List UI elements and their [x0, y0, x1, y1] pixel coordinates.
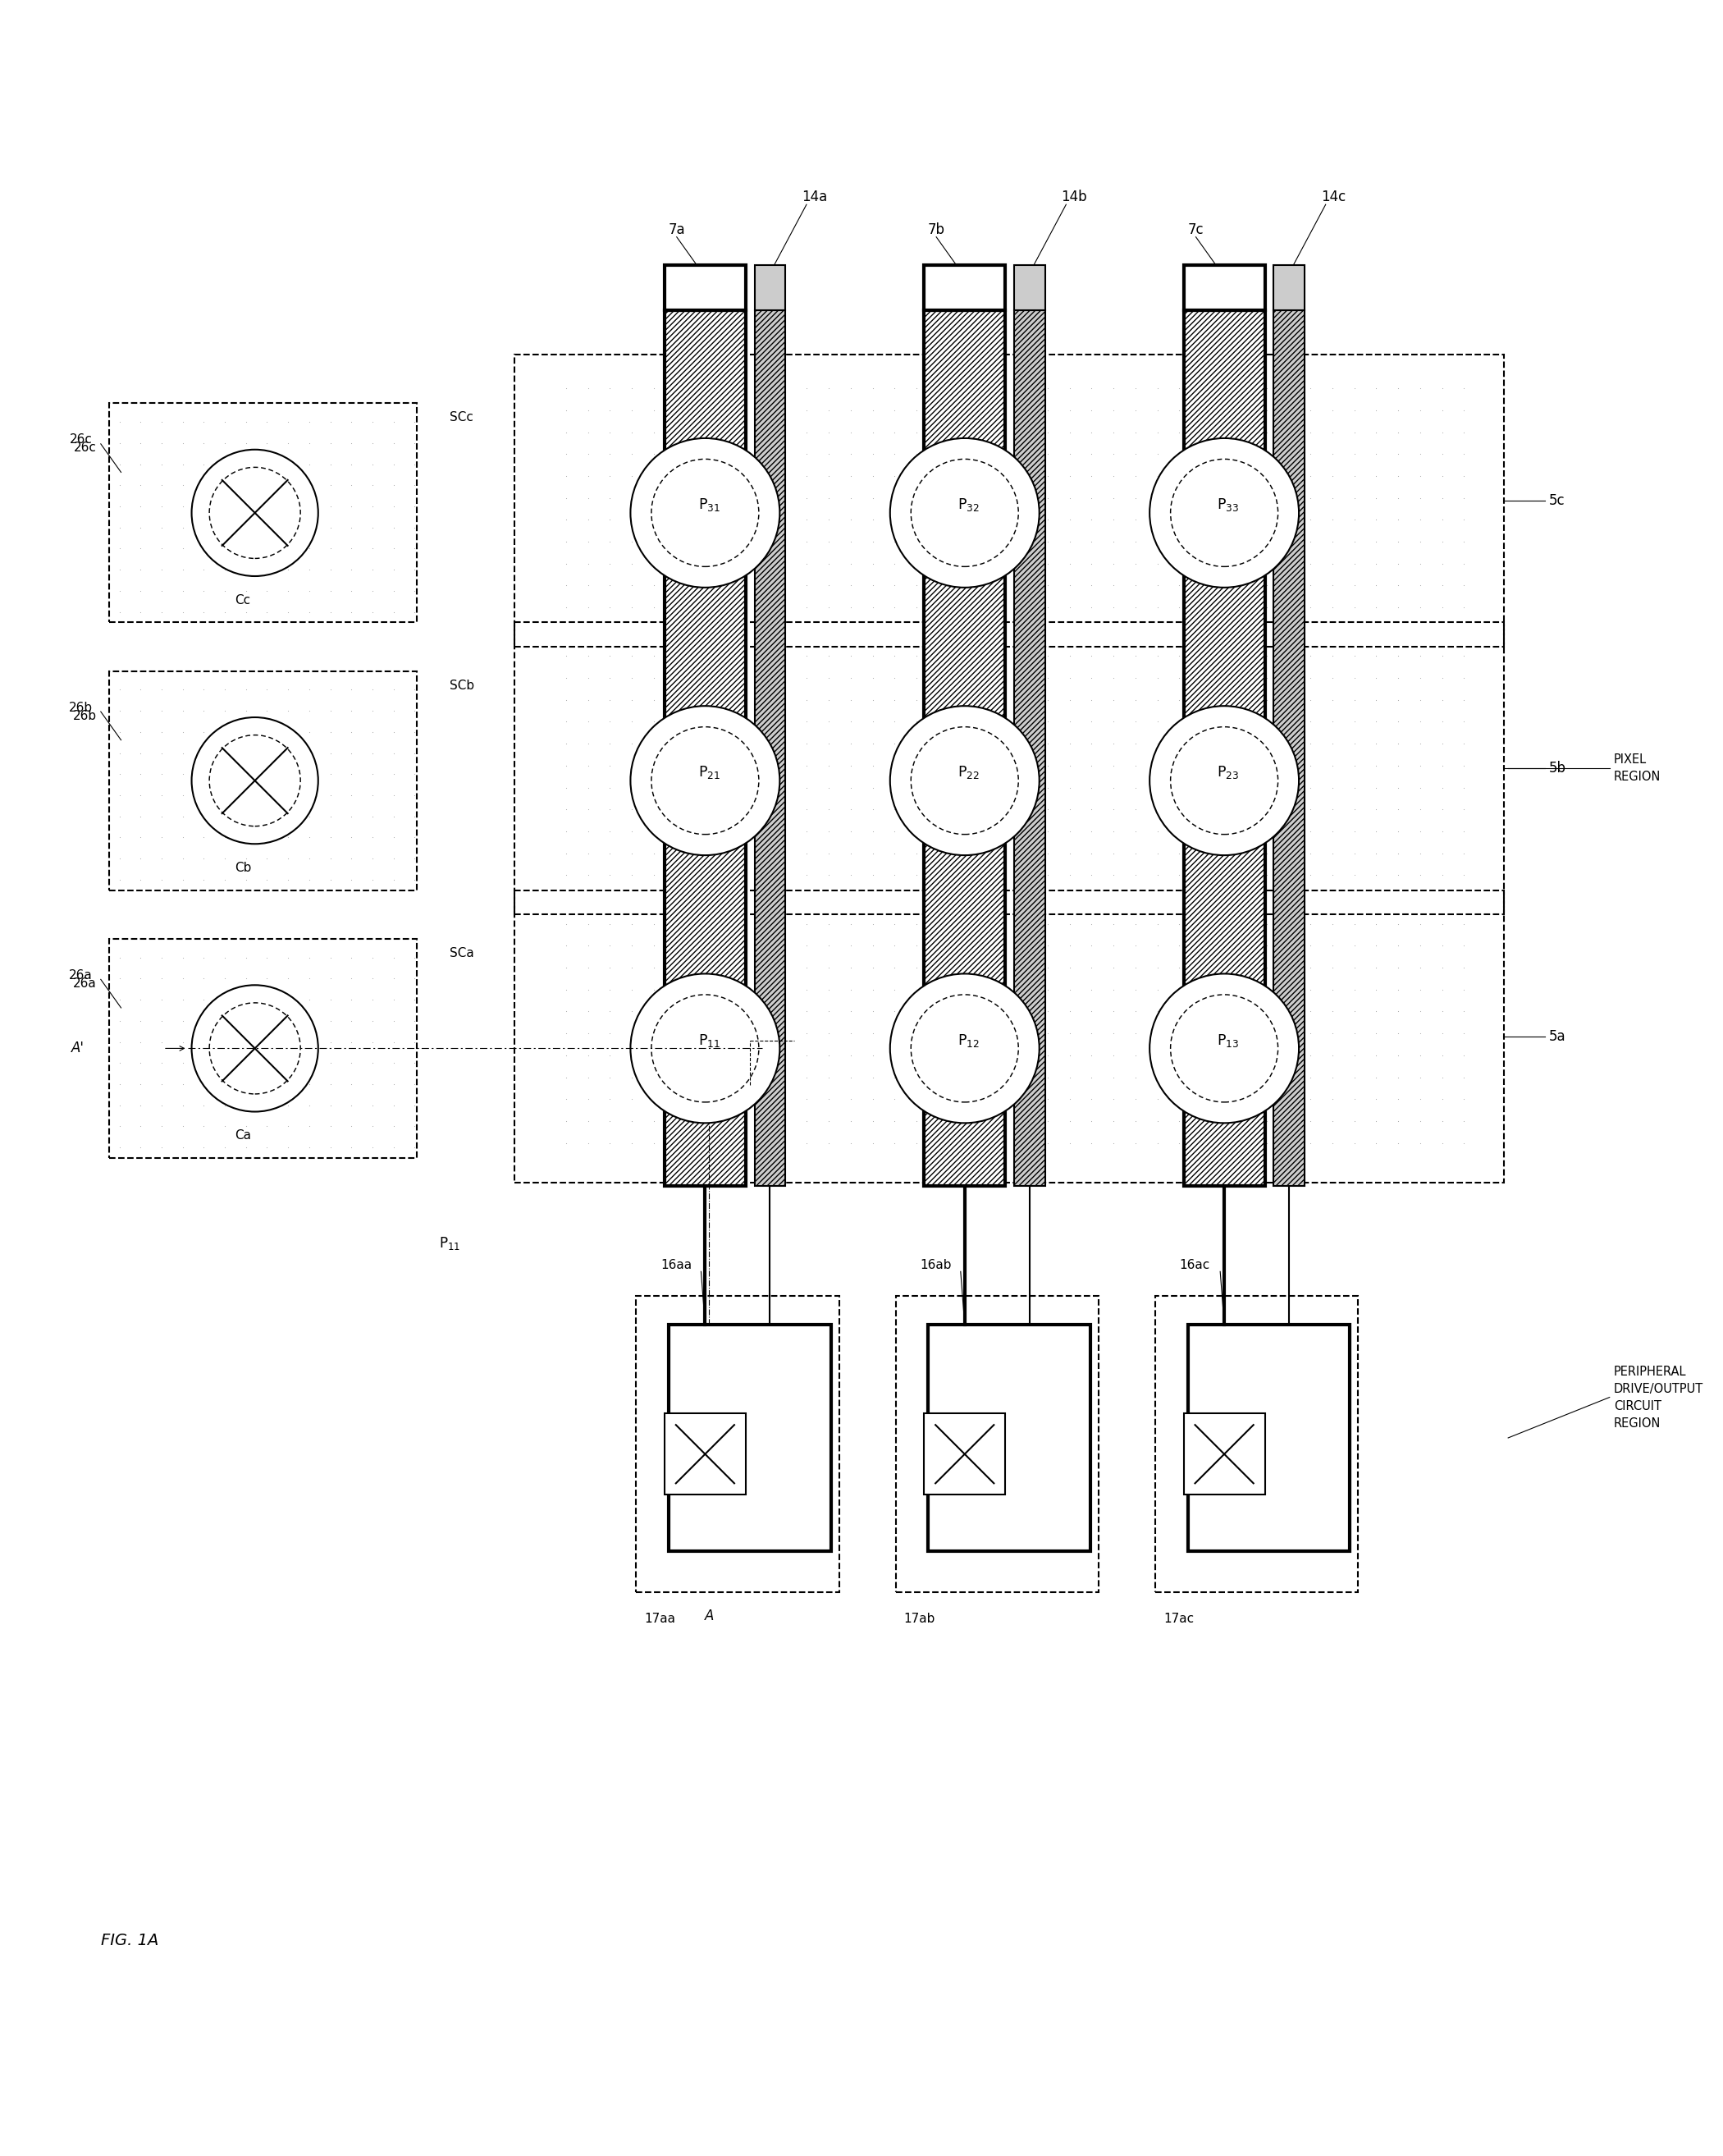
Text: P$_{22}$: P$_{22}$	[958, 763, 980, 780]
Bar	[1184, 1414, 1265, 1494]
Circle shape	[631, 705, 781, 856]
Text: P$_{12}$: P$_{12}$	[958, 1033, 980, 1048]
Text: A': A'	[71, 1041, 84, 1056]
Text: 5b: 5b	[1549, 761, 1566, 776]
Bar	[1184, 310, 1265, 1186]
Text: 26b: 26b	[69, 701, 93, 714]
Bar	[1184, 265, 1265, 310]
Circle shape	[1149, 438, 1299, 586]
Text: 7b: 7b	[927, 222, 944, 237]
Circle shape	[191, 451, 319, 576]
Text: 14b: 14b	[1061, 190, 1087, 205]
Bar	[1015, 265, 1044, 310]
Bar	[1156, 1296, 1358, 1591]
Bar	[515, 890, 1504, 1181]
Text: 26c: 26c	[74, 442, 96, 455]
Bar	[896, 1296, 1099, 1591]
Text: 26a: 26a	[72, 977, 96, 990]
Text: P$_{13}$: P$_{13}$	[1216, 1033, 1239, 1048]
Bar	[1015, 310, 1044, 1186]
Bar	[924, 310, 1005, 1186]
Text: FIG. 1A: FIG. 1A	[100, 1934, 159, 1949]
Bar	[924, 265, 1005, 310]
Text: 17ab: 17ab	[905, 1613, 936, 1626]
Text: 16ac: 16ac	[1180, 1259, 1210, 1272]
Text: P$_{11}$: P$_{11}$	[439, 1235, 460, 1250]
Text: 14a: 14a	[801, 190, 827, 205]
Circle shape	[191, 985, 319, 1112]
Text: A: A	[705, 1608, 713, 1623]
Text: 26b: 26b	[72, 709, 96, 722]
Bar	[755, 310, 786, 1186]
Bar	[636, 1296, 839, 1591]
Circle shape	[631, 975, 781, 1123]
Text: PIXEL
REGION: PIXEL REGION	[1614, 755, 1661, 783]
Bar	[109, 671, 417, 890]
Text: 5a: 5a	[1549, 1028, 1566, 1044]
Bar	[665, 265, 746, 310]
Bar	[1273, 310, 1304, 1186]
Bar	[109, 938, 417, 1158]
Text: Cc: Cc	[234, 595, 250, 606]
Text: 26a: 26a	[69, 970, 93, 981]
Text: Ca: Ca	[234, 1130, 252, 1143]
Text: 7c: 7c	[1187, 222, 1204, 237]
Text: P$_{31}$: P$_{31}$	[698, 496, 720, 513]
Bar	[515, 623, 1504, 914]
Bar	[515, 354, 1504, 647]
Circle shape	[631, 438, 781, 586]
Text: PERIPHERAL
DRIVE/OUTPUT
CIRCUIT
REGION: PERIPHERAL DRIVE/OUTPUT CIRCUIT REGION	[1614, 1365, 1704, 1429]
Bar	[1187, 1324, 1351, 1552]
Text: P$_{33}$: P$_{33}$	[1216, 496, 1239, 513]
Text: 7a: 7a	[669, 222, 686, 237]
Text: P$_{32}$: P$_{32}$	[958, 496, 980, 513]
Bar	[669, 1324, 830, 1552]
Circle shape	[1149, 705, 1299, 856]
Bar	[1273, 265, 1304, 310]
Circle shape	[891, 705, 1039, 856]
Text: 16ab: 16ab	[920, 1259, 951, 1272]
Text: P$_{11}$: P$_{11}$	[698, 1033, 720, 1048]
Text: P$_{23}$: P$_{23}$	[1216, 763, 1239, 780]
Text: SCc: SCc	[450, 412, 474, 425]
Text: 16aa: 16aa	[660, 1259, 691, 1272]
Text: 17ac: 17ac	[1163, 1613, 1194, 1626]
Text: Cb: Cb	[234, 862, 252, 873]
Text: SCa: SCa	[450, 946, 474, 959]
Text: 26c: 26c	[69, 433, 93, 446]
Text: SCb: SCb	[450, 679, 474, 692]
Bar	[924, 1414, 1005, 1494]
Circle shape	[891, 438, 1039, 586]
Circle shape	[191, 718, 319, 843]
Circle shape	[1149, 975, 1299, 1123]
Bar	[929, 1324, 1091, 1552]
Text: 14c: 14c	[1322, 190, 1346, 205]
Text: 17aa: 17aa	[644, 1613, 675, 1626]
Bar	[755, 265, 786, 310]
Bar	[109, 403, 417, 623]
Circle shape	[891, 975, 1039, 1123]
Text: P$_{21}$: P$_{21}$	[698, 763, 720, 780]
Text: 5c: 5c	[1549, 494, 1564, 509]
Bar	[665, 1414, 746, 1494]
Bar	[665, 310, 746, 1186]
